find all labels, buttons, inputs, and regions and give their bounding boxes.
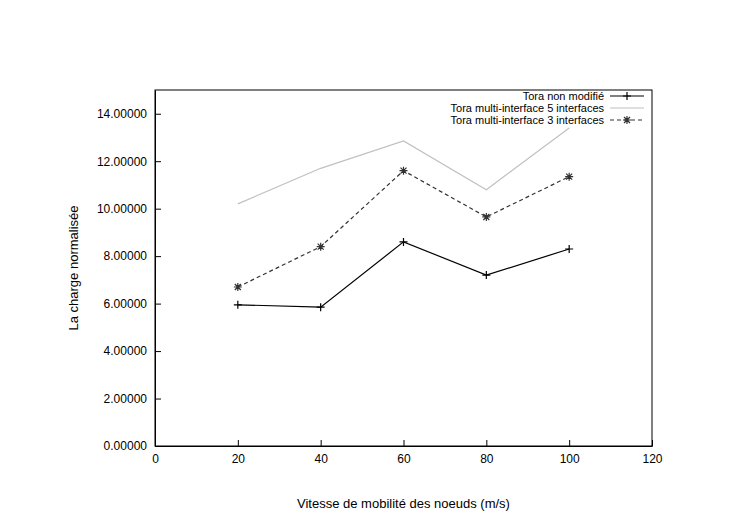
x-tick-mark xyxy=(569,440,570,446)
legend-swatch xyxy=(610,107,644,108)
x-tick: 120 xyxy=(642,440,662,466)
x-axis: 0 20 40 60 80 100 120 xyxy=(152,440,663,466)
x-tick: 100 xyxy=(560,440,580,466)
x-tick-mark xyxy=(404,440,405,446)
series-marker xyxy=(565,245,573,253)
y-tick-label: 0.00000 xyxy=(104,439,148,453)
y-axis-title: La charge normalisée xyxy=(66,205,81,330)
y-tick: 2.00000 xyxy=(104,392,161,406)
series-line xyxy=(238,171,569,287)
y-tick-label: 12.00000 xyxy=(97,155,147,169)
x-tick: 40 xyxy=(314,440,328,466)
chart: 0 20 40 60 80 100 120 0.00000 2.00000 4.00000 6.00… xyxy=(0,0,741,518)
x-tick-label: 80 xyxy=(480,452,494,466)
legend: Tora non modifiéTora multi-interface 5 i… xyxy=(451,90,644,126)
plot: 0 20 40 60 80 100 120 0.00000 2.00000 4.00000 6.00… xyxy=(97,90,663,466)
series-marker xyxy=(400,238,408,246)
x-axis-title: Vitesse de mobilité des noeuds (m/s) xyxy=(297,496,510,511)
legend-label: Tora multi-interface 3 interfaces xyxy=(451,114,605,126)
y-tick-label: 6.00000 xyxy=(104,297,148,311)
x-tick-label: 60 xyxy=(397,452,411,466)
y-tick: 10.00000 xyxy=(97,202,161,216)
x-tick: 60 xyxy=(397,440,411,466)
y-tick-label: 10.00000 xyxy=(97,202,147,216)
series-marker xyxy=(400,167,408,175)
series-marker xyxy=(317,303,325,311)
y-tick: 12.00000 xyxy=(97,155,161,169)
series-marker xyxy=(234,283,242,291)
legend-marker xyxy=(623,116,631,124)
x-tick-label: 40 xyxy=(314,452,328,466)
plot-frame xyxy=(155,90,652,446)
x-tick-label: 100 xyxy=(560,452,580,466)
y-tick-label: 4.00000 xyxy=(104,344,148,358)
y-tick: 8.00000 xyxy=(104,249,161,263)
y-tick-mark xyxy=(155,399,161,400)
y-tick-label: 2.00000 xyxy=(104,392,148,406)
y-tick-label: 14.00000 xyxy=(97,107,147,121)
series-marker xyxy=(234,301,242,309)
legend-label: Tora non modifié xyxy=(523,90,604,102)
y-tick-mark xyxy=(155,161,161,162)
y-tick-mark xyxy=(155,446,161,447)
series-line xyxy=(238,128,569,204)
legend-entry: Tora non modifié xyxy=(523,90,644,102)
series-marker xyxy=(482,213,490,221)
y-tick-mark xyxy=(155,114,161,115)
x-axis-line xyxy=(156,446,653,447)
y-axis-line xyxy=(155,91,156,447)
x-tick-mark xyxy=(321,440,322,446)
legend-entry: Tora multi-interface 3 interfaces xyxy=(451,114,644,126)
y-tick-label: 8.00000 xyxy=(104,249,148,263)
x-tick-mark xyxy=(652,440,653,446)
x-tick-mark xyxy=(238,440,239,446)
y-axis: 0.00000 2.00000 4.00000 6.00000 8.00000 10.00… xyxy=(97,91,161,454)
x-tick: 80 xyxy=(480,440,494,466)
x-tick: 20 xyxy=(232,440,246,466)
x-tick-label: 20 xyxy=(232,452,246,466)
x-tick-label: 120 xyxy=(642,452,662,466)
x-tick-mark xyxy=(486,440,487,446)
y-tick-mark xyxy=(155,256,161,257)
series-line xyxy=(238,242,569,307)
y-tick: 6.00000 xyxy=(104,297,161,311)
legend-entry: Tora multi-interface 5 interfaces xyxy=(451,102,644,114)
series-group xyxy=(234,128,573,311)
y-tick-mark xyxy=(155,351,161,352)
y-tick: 4.00000 xyxy=(104,344,161,358)
series-marker xyxy=(482,271,490,279)
y-tick: 0.00000 xyxy=(104,439,161,453)
legend-label: Tora multi-interface 5 interfaces xyxy=(451,102,605,114)
series-marker xyxy=(317,243,325,251)
y-tick-mark xyxy=(155,304,161,305)
legend-marker xyxy=(623,92,631,100)
y-tick-mark xyxy=(155,209,161,210)
x-tick-label: 0 xyxy=(152,452,159,466)
y-tick: 14.00000 xyxy=(97,107,161,121)
series-marker xyxy=(565,173,573,181)
